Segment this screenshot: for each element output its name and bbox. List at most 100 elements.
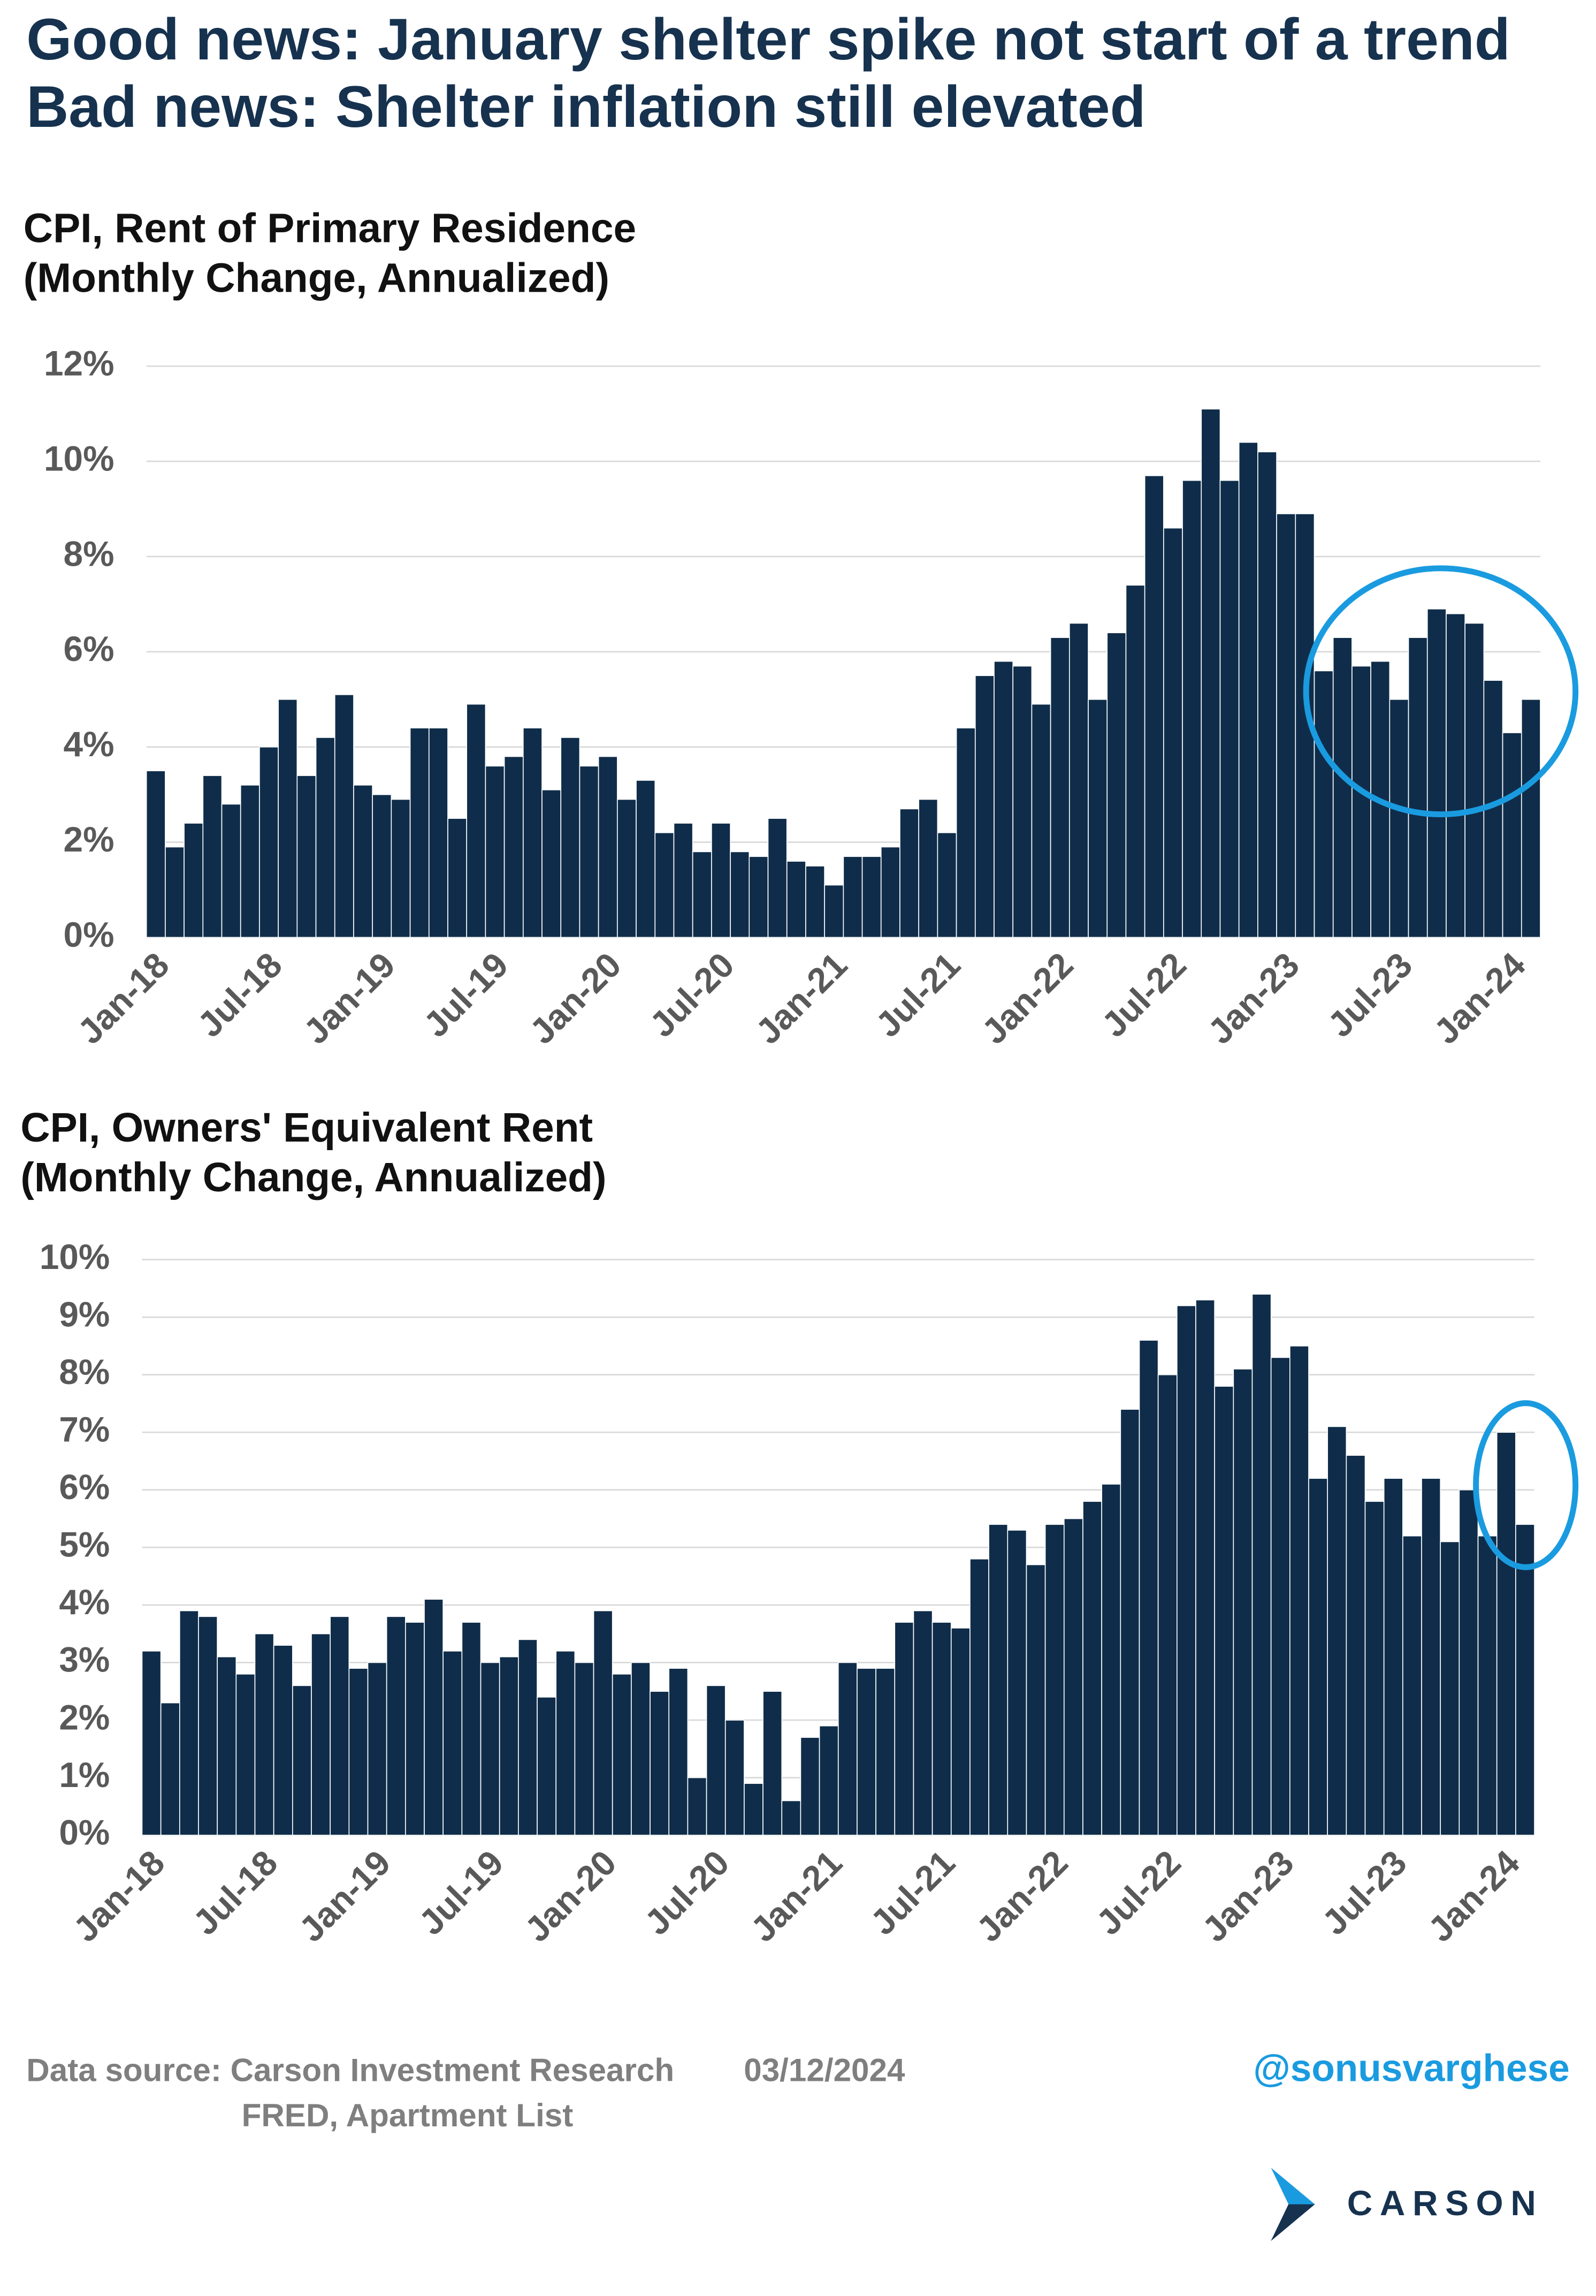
bar xyxy=(1238,442,1258,938)
bar xyxy=(1144,475,1164,938)
bar xyxy=(367,1662,387,1836)
x-tick-label: Jan-22 xyxy=(969,1843,1075,1949)
x-tick-label: Jul-18 xyxy=(190,945,289,1045)
bar xyxy=(1308,1478,1328,1836)
bar xyxy=(1219,480,1240,938)
bar xyxy=(259,746,279,938)
x-tick-label: Jul-23 xyxy=(1315,1843,1414,1942)
bar xyxy=(631,1662,651,1836)
bar xyxy=(485,765,505,938)
bar xyxy=(235,1674,256,1836)
bar xyxy=(296,775,317,938)
bar xyxy=(857,1668,876,1836)
bar xyxy=(974,675,995,938)
bar xyxy=(918,799,938,938)
y-tick-label: 2% xyxy=(64,820,114,859)
bar xyxy=(391,799,411,938)
bar xyxy=(824,884,844,938)
chart-title: CPI, Rent of Primary Residence xyxy=(24,206,636,252)
bar xyxy=(1496,1432,1516,1836)
bar xyxy=(537,1697,557,1836)
y-tick-label: 8% xyxy=(64,534,114,573)
bar xyxy=(198,1616,218,1836)
x-tick-label: Jan-24 xyxy=(1426,945,1533,1051)
bar xyxy=(424,1599,444,1836)
chart-subtitle: (Monthly Change, Annualized) xyxy=(20,1155,606,1200)
bar xyxy=(994,660,1014,938)
y-tick-label: 0% xyxy=(59,1813,110,1852)
bar xyxy=(254,1633,274,1836)
bar xyxy=(1364,1501,1385,1836)
x-tick-label: Jul-18 xyxy=(186,1843,285,1942)
bar xyxy=(861,856,882,938)
handle: @sonusvarghese xyxy=(1253,2047,1569,2089)
bar xyxy=(950,1628,971,1836)
x-tick-label: Jul-19 xyxy=(411,1843,511,1942)
y-tick-label: 12% xyxy=(44,344,114,383)
bar xyxy=(805,865,825,938)
bar xyxy=(1031,703,1051,938)
bar xyxy=(292,1685,312,1836)
bar xyxy=(931,1622,952,1836)
y-tick-label: 0% xyxy=(64,915,114,954)
bar xyxy=(1402,1535,1422,1836)
bar xyxy=(730,851,750,938)
bar xyxy=(711,823,731,938)
bar xyxy=(1125,584,1146,938)
bar xyxy=(617,799,637,938)
x-tick-label: Jan-18 xyxy=(66,1843,172,1949)
chart-title: CPI, Owners' Equivalent Rent xyxy=(20,1105,593,1151)
bar xyxy=(673,823,693,938)
bar xyxy=(574,1662,594,1836)
bar xyxy=(428,727,448,938)
bar xyxy=(409,727,430,938)
bar xyxy=(1346,1455,1366,1836)
x-tick-label: Jan-23 xyxy=(1201,945,1307,1052)
bar xyxy=(442,1651,463,1836)
bar xyxy=(749,856,769,938)
y-tick-label: 2% xyxy=(59,1698,110,1737)
bar xyxy=(894,1622,914,1836)
logo: CARSON xyxy=(1347,2184,1544,2223)
x-tick-label: Jan-19 xyxy=(296,945,403,1052)
bar xyxy=(334,694,354,938)
bar xyxy=(1201,408,1221,938)
x-tick-label: Jul-22 xyxy=(1089,1843,1188,1942)
bar xyxy=(1421,1478,1441,1836)
x-tick-label: Jul-22 xyxy=(1094,945,1194,1045)
bar xyxy=(522,727,543,938)
bar xyxy=(706,1685,726,1836)
bar xyxy=(1182,480,1202,938)
y-tick-label: 10% xyxy=(40,1237,110,1276)
bar xyxy=(1176,1305,1196,1836)
bar xyxy=(837,1662,858,1836)
date: 03/12/2024 xyxy=(744,2052,905,2088)
bar xyxy=(786,861,806,938)
bar xyxy=(1276,513,1296,938)
bar xyxy=(1251,1294,1272,1836)
bar xyxy=(1458,1489,1479,1836)
bar xyxy=(1050,637,1070,938)
bar xyxy=(348,1668,369,1836)
y-tick-label: 8% xyxy=(59,1352,110,1392)
bar xyxy=(1408,637,1428,938)
bar xyxy=(160,1702,180,1836)
bar xyxy=(466,703,486,938)
y-tick-label: 6% xyxy=(59,1468,110,1507)
x-tick-label: Jul-19 xyxy=(416,945,516,1045)
bar xyxy=(405,1622,425,1836)
bar xyxy=(1521,698,1541,938)
bar xyxy=(612,1674,632,1836)
bar xyxy=(447,818,468,938)
bar xyxy=(1351,665,1371,938)
bar xyxy=(165,846,185,938)
bar xyxy=(654,832,675,938)
chart-subtitle: (Monthly Change, Annualized) xyxy=(24,256,609,301)
x-tick-label: Jul-23 xyxy=(1320,945,1420,1045)
bar xyxy=(1270,1357,1290,1836)
bar xyxy=(221,803,241,938)
bar xyxy=(184,823,204,938)
bar xyxy=(1332,637,1353,938)
bar xyxy=(353,785,373,938)
bar xyxy=(800,1737,820,1836)
